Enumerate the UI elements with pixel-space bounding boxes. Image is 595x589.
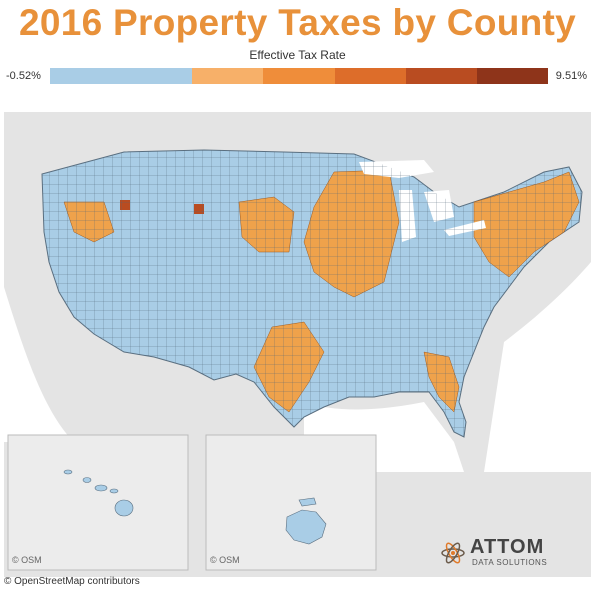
legend-swatch-0 <box>50 68 122 84</box>
legend-swatch-2 <box>192 68 264 84</box>
page-title: 2016 Property Taxes by County <box>18 2 577 43</box>
pacific-water <box>4 287 74 442</box>
hawaii-islands <box>63 469 134 517</box>
legend-title: Effective Tax Rate <box>249 48 346 62</box>
legend-swatch-1 <box>121 68 193 84</box>
alaska-north-area <box>298 497 317 507</box>
logo-sub: DATA SOLUTIONS <box>472 558 548 567</box>
map-svg <box>4 112 591 577</box>
legend-swatch-5 <box>405 68 477 84</box>
color-legend-bar <box>50 68 548 84</box>
legend-swatch-4 <box>334 68 406 84</box>
alaska-osm-label: © OSM <box>210 555 240 565</box>
legend-swatch-3 <box>263 68 335 84</box>
logo-name: ATTOM <box>470 536 545 558</box>
map-attribution: © OpenStreetMap contributors <box>4 576 140 587</box>
legend-max-label: 9.51% <box>555 70 587 82</box>
atlantic-water <box>484 262 591 472</box>
hawaii-osm-label: © OSM <box>12 555 42 565</box>
legend-min-label: -0.52% <box>6 70 41 82</box>
atom-icon <box>441 542 465 564</box>
attom-logo: ATTOM DATA SOLUTIONS <box>440 536 580 572</box>
legend-swatch-6 <box>476 68 548 84</box>
county-map[interactable]: © OSM © OSM <box>4 112 591 577</box>
alaska-shape <box>285 509 327 545</box>
alaska-inset[interactable] <box>205 434 377 571</box>
hawaii-inset[interactable] <box>7 434 189 571</box>
